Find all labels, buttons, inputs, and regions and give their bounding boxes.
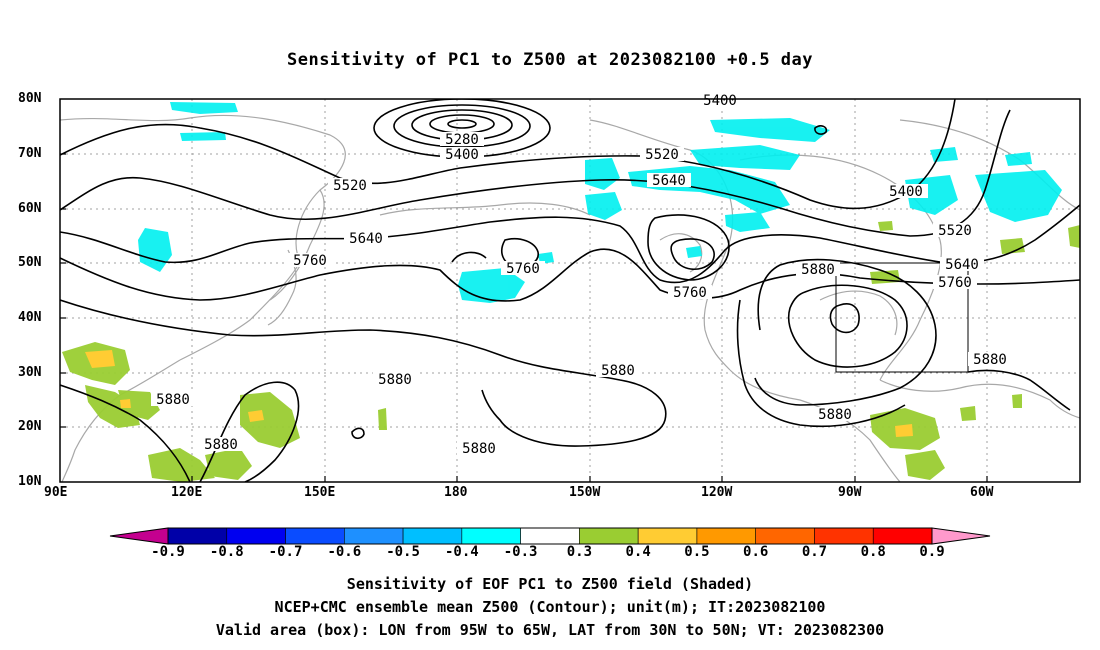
colorbar-cell <box>402 527 463 545</box>
contour-label: 5640 <box>945 257 979 273</box>
colorbar-cell <box>637 527 698 545</box>
colorbar-cell <box>226 527 286 545</box>
colorbar-tick-label: -0.9 <box>151 544 185 560</box>
colorbar-tick-label: 0.7 <box>802 544 827 560</box>
contour-label: 5520 <box>645 147 679 163</box>
contour-label: 5520 <box>938 223 972 239</box>
lon-label-90w: 90W <box>838 485 862 500</box>
colorbar-tick-label: 0.4 <box>626 544 651 560</box>
lon-label-60w: 60W <box>970 485 994 500</box>
colorbar-tick-label: -0.6 <box>327 544 361 560</box>
colorbar-tick-label: 0.3 <box>567 544 592 560</box>
contour-label: 5880 <box>204 437 238 453</box>
contour-label: 5880 <box>973 352 1007 368</box>
map-gridlines <box>60 99 1080 482</box>
colorbar-cell <box>167 527 228 545</box>
colorbar-tick-label: -0.8 <box>210 544 244 560</box>
contour-label: 5880 <box>818 407 852 423</box>
colorbar-tick-label: -0.5 <box>386 544 420 560</box>
lon-label-150w: 150W <box>569 485 601 500</box>
lon-label-150e: 150E <box>304 485 336 500</box>
contour-label: 5760 <box>506 261 540 277</box>
colorbar-tick-label: 0.8 <box>861 544 886 560</box>
lon-label-120e: 120E <box>171 485 203 500</box>
colorbar: -0.9 -0.8 -0.7 -0.6 -0.5 -0.4 -0.3 0.3 0.4 0.5 0.6… <box>109 527 991 560</box>
colorbar-cell <box>814 527 874 545</box>
colorbar-tick-label: -0.7 <box>269 544 303 560</box>
contour-label: 5760 <box>938 275 972 291</box>
lat-label-30n: 30N <box>18 365 42 380</box>
lat-label-10n: 10N <box>18 474 42 489</box>
colorbar-tick-label: -0.3 <box>504 544 538 560</box>
contour-label: 5400 <box>445 147 479 163</box>
contour-label: 5400 <box>889 184 923 200</box>
contour-label: 5760 <box>293 253 327 269</box>
colorbar-tick-label: 0.5 <box>684 544 709 560</box>
valid-area-box <box>835 262 969 373</box>
colorbar-cell <box>696 527 756 545</box>
lat-label-60n: 60N <box>18 201 42 216</box>
colorbar-tick-label: 0.9 <box>919 544 944 560</box>
contour-label-layer: 5280 5400 5400 5400 5520 5520 5520 5640 … <box>151 93 1012 457</box>
contour-label: 5880 <box>156 392 190 408</box>
colorbar-left-end <box>109 527 169 545</box>
caption-line-3: Valid area (box): LON from 95W to 65W, L… <box>215 621 885 639</box>
contour-label: 5640 <box>652 173 686 189</box>
colorbar-cell <box>344 527 404 545</box>
lat-label-50n: 50N <box>18 255 42 270</box>
figure-title: Sensitivity of PC1 to Z500 at 2023082100… <box>286 50 813 70</box>
lon-label-180: 180 <box>444 485 468 500</box>
contour-label: 5400 <box>703 93 737 109</box>
map-border <box>59 98 1081 483</box>
colorbar-tick-label: 0.6 <box>743 544 768 560</box>
contour-label: 5880 <box>462 441 496 457</box>
contour-label: 5520 <box>333 178 367 194</box>
caption-line-1: Sensitivity of EOF PC1 to Z500 field (Sh… <box>346 575 754 593</box>
lat-label-70n: 70N <box>18 146 42 161</box>
caption-line-2: NCEP+CMC ensemble mean Z500 (Contour); u… <box>274 598 826 616</box>
map-ticks <box>60 153 988 482</box>
colorbar-cell <box>755 527 815 545</box>
lat-label-20n: 20N <box>18 419 42 434</box>
colorbar-tick-label: -0.4 <box>445 544 479 560</box>
colorbar-right-end <box>931 527 991 545</box>
high-positive-sensitivity-shading <box>85 350 913 437</box>
lon-label-120w: 120W <box>701 485 733 500</box>
contour-label: 5640 <box>349 231 383 247</box>
lat-label-40n: 40N <box>18 310 42 325</box>
colorbar-cell <box>520 527 580 545</box>
colorbar-cell <box>285 527 345 545</box>
lat-label-80n: 80N <box>18 91 42 106</box>
lon-label-90e: 90E <box>44 485 68 500</box>
colorbar-cell <box>579 527 639 545</box>
contour-label: 5880 <box>378 372 412 388</box>
contour-label: 5280 <box>445 132 479 148</box>
contour-label: 5880 <box>801 262 835 278</box>
colorbar-cell <box>872 527 933 545</box>
contour-label: 5880 <box>601 363 635 379</box>
colorbar-cell <box>461 527 521 545</box>
contour-label: 5760 <box>673 285 707 301</box>
